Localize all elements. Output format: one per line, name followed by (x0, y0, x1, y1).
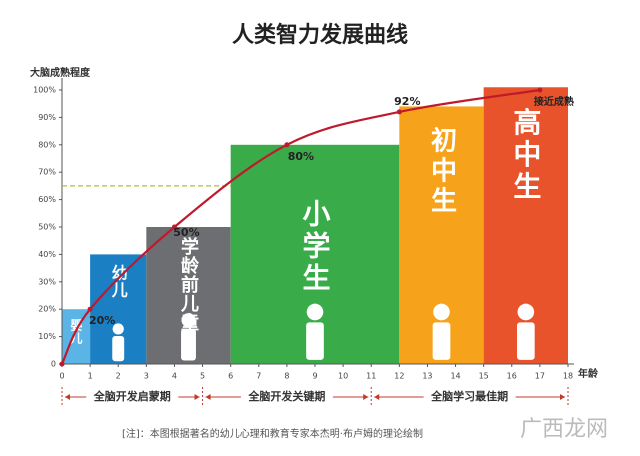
x-tick-label: 17 (535, 372, 545, 381)
x-axis-label: 年龄 (578, 367, 599, 380)
curve-point (87, 306, 93, 312)
y-tick-label: 30% (38, 277, 56, 286)
point-label: 接近成熟 (534, 95, 574, 108)
point-label: 50% (173, 226, 199, 239)
phase-label: 全脑学习最佳期 (430, 389, 508, 403)
watermark: 广西龙网 (520, 417, 608, 442)
child-icon (181, 328, 196, 361)
stage-label: 初中生 (427, 126, 457, 216)
y-tick-label: 80% (38, 140, 56, 149)
point-label: 80% (288, 150, 314, 163)
x-tick-label: 2 (116, 372, 121, 381)
x-tick-label: 16 (507, 372, 517, 381)
y-tick-label: 40% (38, 250, 56, 259)
point-label: 92% (394, 95, 420, 108)
child-icon (432, 322, 451, 360)
curve-point (59, 361, 65, 367)
child-icon (306, 322, 324, 360)
phase-bg (240, 389, 333, 405)
child-icon (433, 303, 450, 321)
x-tick-label: 6 (228, 372, 233, 381)
stage-label: 幼儿 (109, 263, 129, 298)
y-axis-label: 大脑成熟程度 (30, 66, 91, 79)
y-tick-label: 20% (38, 305, 56, 314)
phase-label: 全脑开发关键期 (247, 389, 325, 403)
x-tick-label: 10 (338, 372, 348, 381)
y-tick-label: 10% (38, 332, 56, 341)
curve-point (284, 142, 290, 148)
phase-bg (423, 389, 516, 405)
x-tick-label: 7 (256, 372, 261, 381)
chart-title: 人类智力发展曲线 (232, 22, 408, 48)
y-tick-label: 70% (38, 168, 56, 177)
x-tick-label: 4 (172, 372, 177, 381)
x-tick-label: 5 (200, 372, 205, 381)
x-tick-label: 14 (450, 372, 460, 381)
phase-label: 全脑开发启蒙期 (93, 389, 171, 403)
x-tick-label: 1 (88, 372, 93, 381)
x-tick-label: 18 (563, 372, 573, 381)
y-tick-label: 50% (38, 223, 56, 232)
child-icon (112, 323, 124, 335)
child-icon (306, 303, 324, 321)
y-tick-label: 0 (51, 360, 56, 369)
y-tick-label: 90% (38, 113, 56, 122)
x-tick-label: 12 (394, 372, 404, 381)
y-tick-label: 60% (38, 195, 56, 204)
x-tick-label: 13 (422, 372, 432, 381)
stage-bar (399, 106, 484, 364)
y-tick-label: 100% (33, 86, 56, 95)
x-tick-label: 9 (312, 372, 317, 381)
x-tick-label: 8 (284, 372, 289, 381)
curve-point (171, 224, 177, 230)
stage-label: 高中生 (509, 107, 542, 203)
footnote: [注]：本图根据著名的幼儿心理和教育专家本杰明·布卢姆的理论绘制 (122, 427, 423, 440)
child-icon (112, 335, 125, 362)
point-label: 20% (89, 314, 115, 327)
child-icon (181, 313, 196, 328)
child-icon (516, 322, 535, 360)
x-tick-label: 3 (144, 372, 149, 381)
phase-bg (86, 389, 179, 405)
child-icon (517, 303, 535, 321)
stage-label: 小学生 (299, 198, 332, 294)
x-tick-label: 11 (366, 372, 376, 381)
curve-point (537, 87, 543, 93)
stage-label: 学龄前儿童 (178, 236, 200, 332)
x-tick-label: 15 (479, 372, 489, 381)
x-tick-label: 0 (59, 372, 64, 381)
curve-point (396, 109, 402, 115)
